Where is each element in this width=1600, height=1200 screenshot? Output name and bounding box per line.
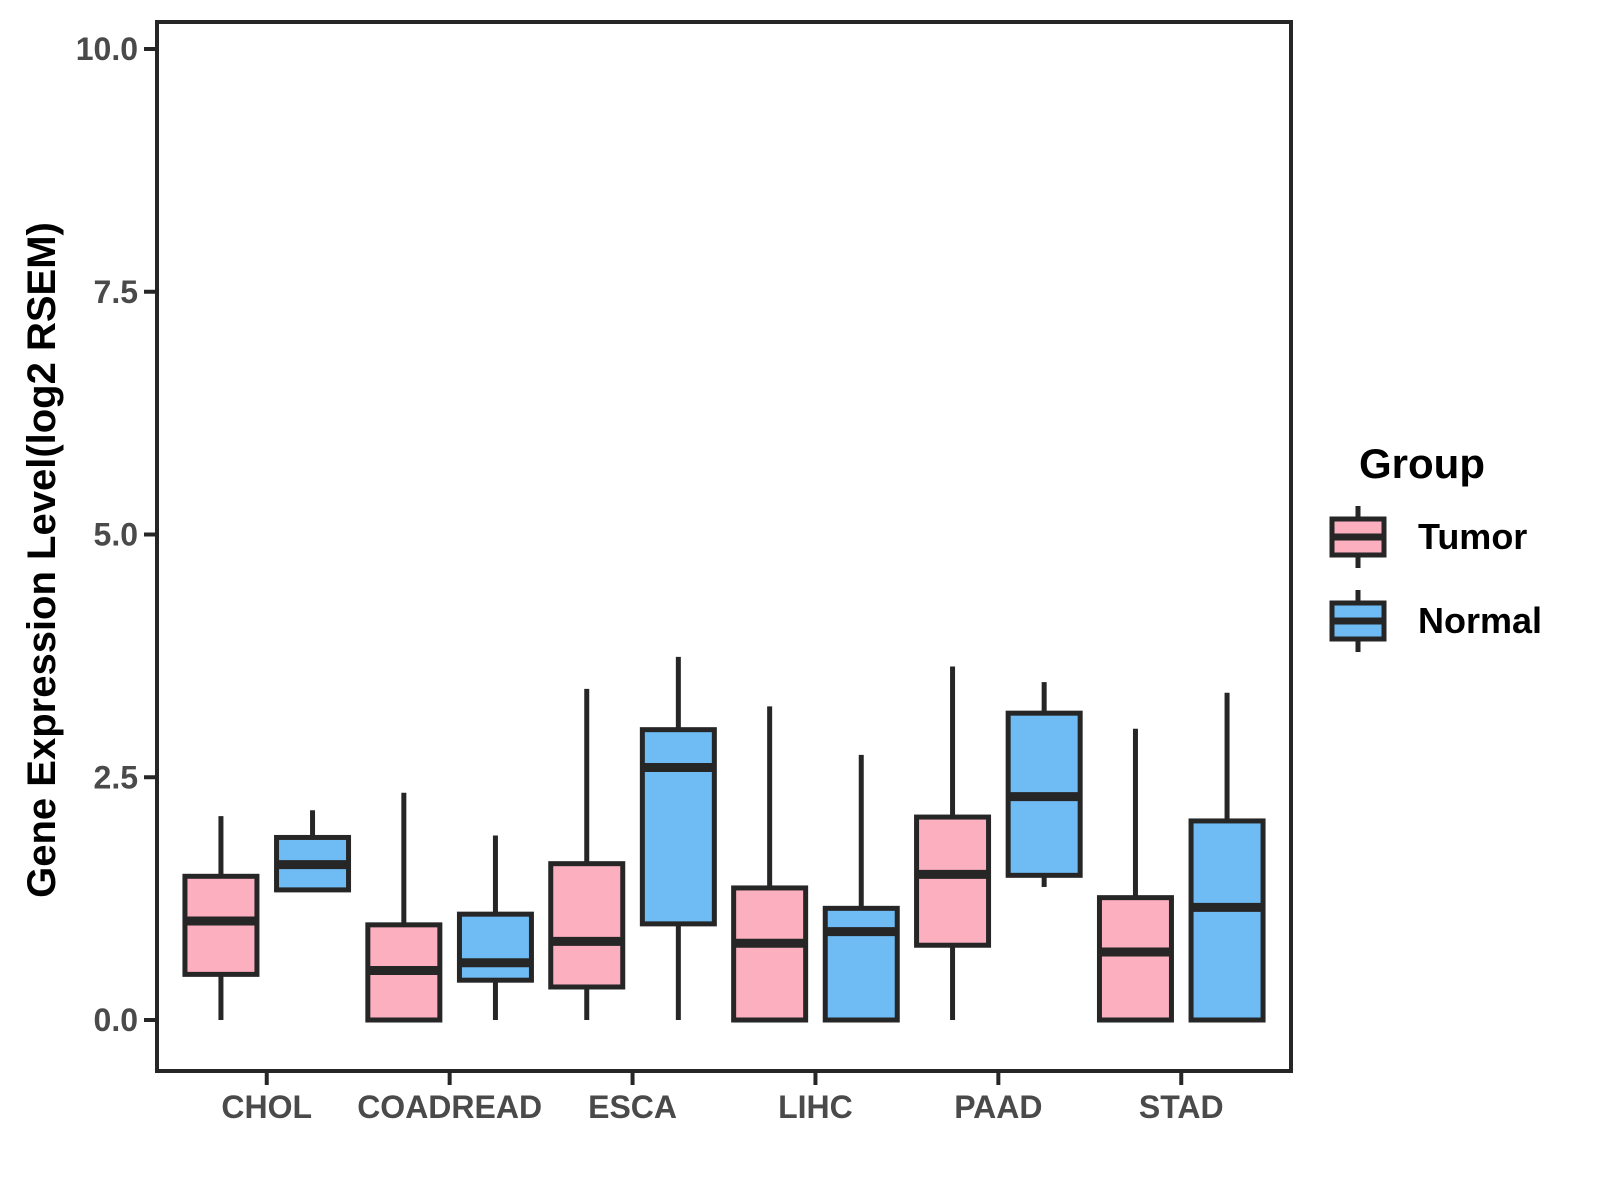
x-tick-label: CHOL xyxy=(221,1089,312,1125)
x-tick-label: COADREAD xyxy=(357,1089,542,1125)
box-stad-tumor xyxy=(1096,895,1174,1023)
box-stad-normal xyxy=(1188,818,1266,1023)
box-esca-tumor xyxy=(548,861,626,990)
panel-border xyxy=(155,20,1293,1073)
legend-label-tumor: Tumor xyxy=(1418,516,1528,557)
x-tick-label: PAAD xyxy=(954,1089,1042,1125)
box-lihc-tumor xyxy=(731,885,809,1023)
y-tick-label: 10.0 xyxy=(76,31,138,67)
legend: Group Tumor Normal xyxy=(1329,440,1542,656)
normal-boxplot-key-icon xyxy=(1329,590,1387,652)
legend-item-tumor: Tumor xyxy=(1329,502,1542,572)
tumor-boxplot-key-icon xyxy=(1329,506,1387,568)
y-tick-label: 0.0 xyxy=(94,1002,138,1038)
box-lihc-normal xyxy=(822,905,900,1023)
y-tick-label: 2.5 xyxy=(94,759,138,795)
legend-item-normal: Normal xyxy=(1329,586,1542,656)
y-tick-label: 7.5 xyxy=(94,274,138,310)
x-tick-label: ESCA xyxy=(588,1089,677,1125)
y-axis-title: Gene Expression Level(log2 RSEM) xyxy=(20,222,64,898)
box-paad-tumor xyxy=(914,814,992,948)
box-coadread-normal xyxy=(456,911,534,983)
box-esca-normal xyxy=(639,727,717,927)
x-tick-label: LIHC xyxy=(778,1089,853,1125)
y-tick-label: 5.0 xyxy=(94,517,138,553)
legend-label-normal: Normal xyxy=(1418,600,1543,641)
legend-title: Group xyxy=(1359,440,1485,487)
x-tick-label: STAD xyxy=(1139,1089,1224,1125)
